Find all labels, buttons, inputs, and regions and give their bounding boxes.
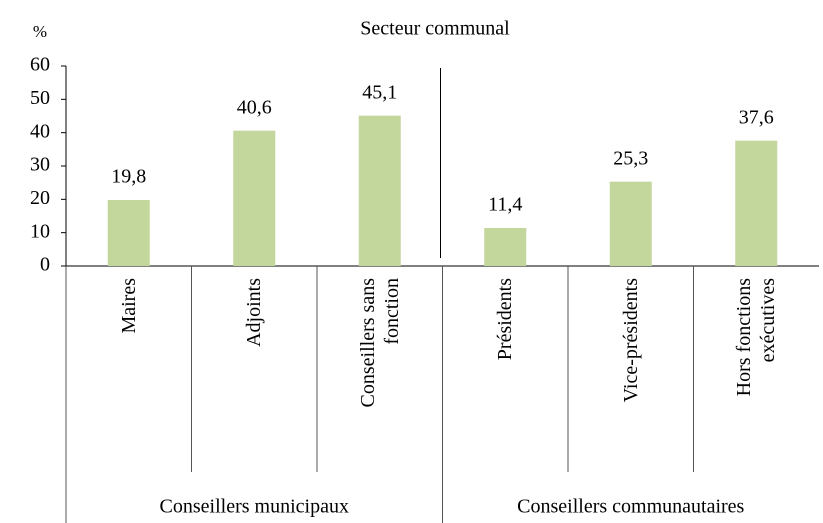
y-tick-label: 50 [30,87,50,109]
x-tick-label: Adjoints [243,278,266,347]
y-tick-label: 0 [40,254,50,276]
y-tick-label: 40 [30,120,50,142]
bar [484,228,527,266]
y-tick-label: 60 [30,54,50,76]
x-tick-label: Conseillers sans fonction [356,278,403,408]
group-label: Conseillers municipaux [160,496,349,518]
y-tick-label: 10 [30,220,50,242]
bar [358,115,401,267]
x-tick-label: Présidents [494,278,517,361]
bar [609,181,652,266]
value-label: 25,3 [613,147,648,169]
value-label: 37,6 [739,106,774,128]
group-label: Conseillers communautaires [517,496,744,518]
value-label: 40,6 [237,96,272,118]
x-tick-label: Vice-présidents [619,278,642,403]
value-label: 45,1 [362,81,397,103]
bar [233,130,276,266]
y-tick-label: 20 [30,187,50,209]
x-tick-label: Maires [117,278,140,334]
x-tick-label: Hors fonctions exécutives [733,278,780,397]
value-label: 11,4 [488,194,522,216]
y-tick-label: 30 [30,154,50,176]
bar [735,140,778,266]
chart-title: Secteur communal [360,18,510,40]
y-axis-label: % [33,22,47,41]
value-label: 19,8 [111,166,146,188]
bar [107,200,150,266]
